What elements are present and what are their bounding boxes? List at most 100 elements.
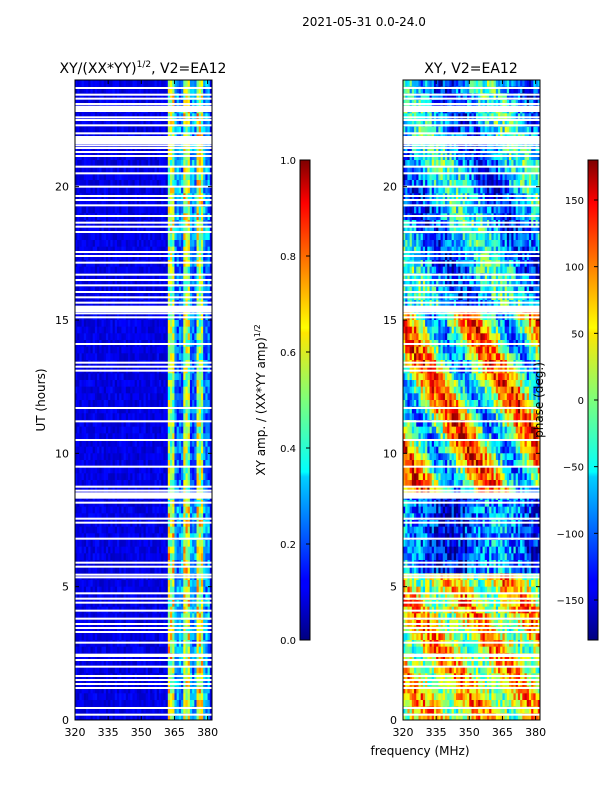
amplitude-cell	[156, 86, 160, 94]
amplitude-cell	[128, 406, 131, 414]
amplitude-cell	[90, 413, 94, 421]
amplitude-cell	[125, 200, 129, 208]
amplitude-cell	[110, 506, 113, 514]
amplitude-cell	[121, 506, 125, 514]
amplitude-cell	[99, 526, 102, 534]
amplitude-cell	[205, 513, 208, 521]
amplitude-cell	[198, 533, 202, 541]
amplitude-cell	[141, 240, 144, 248]
amplitude-cell	[112, 586, 116, 594]
amplitude-cell	[134, 433, 138, 441]
amplitude-cell	[81, 333, 85, 341]
amplitude-cell	[83, 460, 87, 468]
amplitude-cell	[79, 393, 83, 401]
amplitude-cell	[183, 80, 186, 88]
amplitude-cell	[123, 280, 127, 288]
amplitude-cell	[161, 420, 164, 428]
amplitude-cell	[145, 440, 149, 448]
amplitude-cell	[99, 553, 102, 561]
amplitude-cell	[205, 246, 208, 254]
amplitude-cell	[152, 566, 155, 574]
amplitude-cell	[183, 126, 186, 134]
amplitude-cell	[172, 373, 175, 381]
amplitude-cell	[105, 233, 109, 241]
amplitude-cell	[130, 426, 133, 434]
amplitude-cell	[150, 540, 153, 548]
amplitude-cell	[165, 553, 169, 561]
amplitude-cell	[79, 373, 83, 381]
amplitude-cell	[119, 566, 122, 574]
amplitude-cell	[147, 200, 151, 208]
amplitude-cell	[209, 233, 212, 241]
amplitude-cell	[207, 80, 211, 88]
amplitude-cell	[123, 273, 127, 281]
amplitude-cell	[167, 333, 171, 341]
amplitude-cell	[123, 353, 127, 361]
amplitude-cell	[185, 386, 189, 394]
amplitude-cell	[187, 280, 191, 288]
amplitude-cell	[114, 433, 118, 441]
amplitude-cell	[172, 433, 175, 441]
amplitude-cell	[165, 466, 169, 474]
amplitude-cell	[97, 353, 100, 361]
amplitude-cell	[130, 226, 133, 234]
amplitude-cell	[110, 126, 113, 134]
amplitude-cell	[189, 180, 193, 188]
amplitude-cell	[156, 426, 160, 434]
amplitude-cell	[185, 466, 189, 474]
amplitude-cell	[103, 286, 107, 294]
amplitude-cell	[75, 200, 78, 208]
amplitude-cell	[116, 333, 120, 341]
amplitude-cell	[99, 513, 102, 521]
amplitude-cell	[147, 426, 151, 434]
amplitude-cell	[185, 580, 189, 588]
amplitude-cell	[103, 273, 107, 281]
amplitude-cell	[196, 166, 200, 174]
amplitude-cell	[170, 186, 173, 194]
amplitude-cell	[86, 173, 89, 181]
amplitude-cell	[114, 526, 118, 534]
amplitude-cell	[150, 186, 153, 194]
amplitude-cell	[101, 246, 105, 254]
amplitude-cell	[196, 480, 200, 488]
amplitude-cell	[141, 426, 144, 434]
amplitude-cell	[116, 186, 120, 194]
amplitude-cell	[136, 180, 140, 188]
amplitude-cell	[154, 566, 158, 574]
amplitude-cell	[130, 273, 133, 281]
amplitude-cell	[128, 200, 131, 208]
amplitude-cell	[81, 320, 85, 328]
amplitude-cell	[205, 373, 208, 381]
amplitude-cell	[176, 566, 180, 574]
amplitude-cell	[143, 86, 147, 94]
amplitude-cell	[150, 380, 153, 388]
amplitude-cell	[134, 506, 138, 514]
amplitude-cell	[196, 120, 200, 128]
amplitude-cell	[196, 420, 200, 428]
amplitude-cell	[167, 173, 171, 181]
amplitude-cell	[101, 433, 105, 441]
amplitude-cell	[97, 580, 100, 588]
amplitude-cell	[112, 480, 116, 488]
amplitude-cell	[192, 446, 195, 454]
amplitude-cell	[154, 240, 158, 248]
amplitude-cell	[196, 400, 200, 408]
amplitude-cell	[101, 400, 105, 408]
amplitude-cell	[94, 546, 98, 554]
amplitude-cell	[136, 160, 140, 168]
amplitude-cell	[79, 593, 83, 601]
amplitude-cell	[181, 353, 184, 361]
amplitude-cell	[192, 226, 195, 234]
amplitude-cell	[141, 466, 144, 474]
amplitude-cell	[194, 420, 197, 428]
amplitude-cell	[198, 200, 202, 208]
amplitude-cell	[178, 353, 182, 361]
amplitude-cell	[154, 326, 158, 334]
amplitude-cell	[198, 226, 202, 234]
amplitude-cell	[207, 453, 211, 461]
amplitude-cell	[121, 86, 125, 94]
amplitude-cell	[103, 146, 107, 154]
amplitude-cell	[139, 286, 142, 294]
amplitude-cell	[83, 200, 87, 208]
amplitude-cell	[183, 86, 186, 94]
